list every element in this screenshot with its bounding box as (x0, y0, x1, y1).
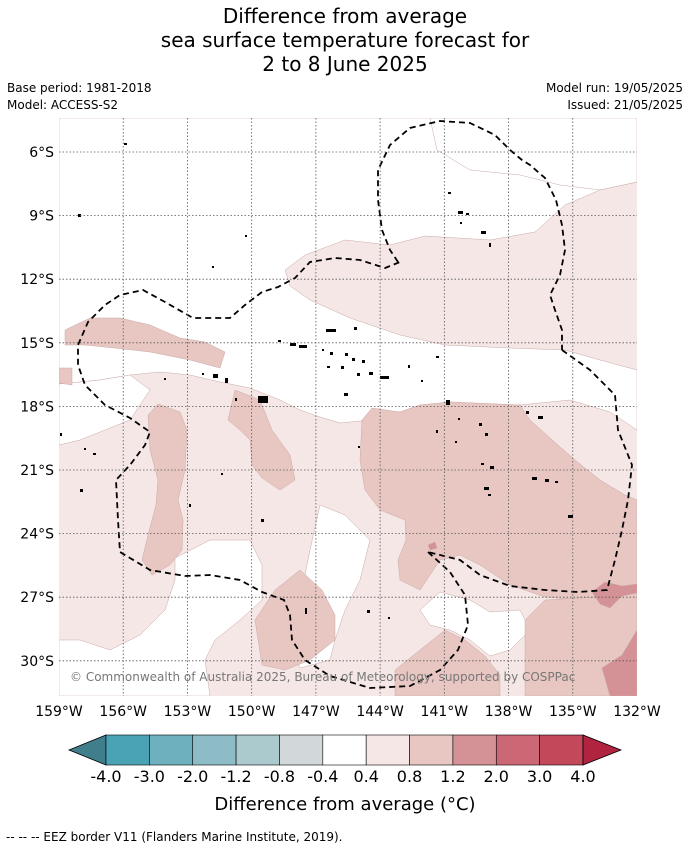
colorbar-tick-label: 2.0 (483, 767, 509, 786)
eez-legend-note: -- -- -- EEZ border V11 (Flanders Marine… (6, 830, 343, 844)
colorbar-tick-label: -1.2 (220, 767, 252, 786)
lat-label: 18°S (20, 399, 54, 415)
lat-label: 24°S (20, 527, 54, 543)
anomaly-neutral-zone-southwest (59, 539, 263, 696)
lon-label: 135°W (549, 704, 597, 720)
colorbar-segment (105, 734, 150, 766)
colorbar-tick-label: -0.8 (263, 767, 296, 786)
lon-label: 141°W (421, 704, 469, 720)
colorbar-extension-high (582, 734, 623, 766)
eez-borders (77, 120, 633, 689)
eez-border-marquesas (377, 120, 566, 350)
anomaly-neutral-zone-south (419, 591, 531, 657)
colorbar-tick-label: 3.0 (526, 767, 553, 786)
title-line-3: 2 to 8 June 2025 (262, 52, 428, 76)
base-period: Base period: 1981-2018 (7, 81, 152, 95)
anomaly-strong-warm-spot-corner (601, 629, 637, 696)
lat-label: 15°S (20, 336, 54, 352)
colorbar-segment (192, 734, 237, 766)
copyright-notice: © Commonwealth of Australia 2025, Bureau… (70, 670, 575, 684)
colorbar-tick-label: -3.0 (133, 767, 165, 786)
islands (60, 143, 573, 619)
colorbar-segment (409, 734, 454, 766)
anomaly-warm-zone-northwest (64, 317, 226, 369)
colorbar-tick-label: -0.4 (307, 767, 339, 786)
colorbar-segment (279, 734, 324, 766)
anomaly-warm-zone-western-ridge (141, 403, 188, 576)
anomaly-strong-warm-spot-small (427, 541, 438, 551)
lon-label: 156°W (99, 704, 147, 720)
colorbar-tick-label: 1.2 (440, 767, 466, 786)
colorbar-tick-label: 4.0 (570, 767, 596, 786)
lon-label: 153°W (164, 704, 212, 720)
anomaly-neutral-zone-north-inner (429, 118, 637, 191)
anomaly-warm-zone-central-ridge (227, 389, 296, 491)
latitude-labels: 6°S 9°S 12°S 15°S 18°S 21°S 24°S 27°S 30°S (20, 145, 54, 670)
colorbar-segment (495, 734, 540, 766)
colorbar-tick-label: -4.0 (90, 767, 122, 786)
eez-border-south (77, 257, 469, 689)
anomaly-warm-zone-south-central (254, 569, 336, 671)
colorbar-title: Difference from average (°C) (214, 794, 476, 815)
longitude-labels: 159°W 156°W 153°W 150°W 147°W 144°W 141°W 138°W… (35, 704, 661, 720)
lat-label: 21°S (20, 463, 54, 479)
eez-border-french-polynesia (427, 349, 633, 593)
lon-label: 159°W (35, 704, 83, 720)
lon-label: 147°W (292, 704, 340, 720)
map-body: © Commonwealth of Australia 2025, Bureau… (59, 118, 637, 696)
colorbar-segment (452, 734, 497, 766)
model-name: Model: ACCESS-S2 (7, 98, 119, 112)
colorbar-segment (539, 734, 584, 766)
anomaly-neutral-zone-west (59, 374, 151, 446)
lat-label: 9°S (29, 209, 54, 225)
colorbar-segment (322, 734, 367, 766)
lat-label: 12°S (20, 272, 54, 288)
colorbar-segment (365, 734, 410, 766)
colorbar-segment (235, 734, 280, 766)
lat-label: 27°S (20, 590, 54, 606)
lat-label: 6°S (29, 145, 54, 161)
title-line-2: sea surface temperature forecast for (160, 28, 530, 52)
colorbar-tick-label: 0.8 (396, 767, 423, 786)
colorbar-segment (149, 734, 194, 766)
model-run: Model run: 19/05/2025 (545, 81, 683, 95)
lon-label: 138°W (485, 704, 533, 720)
colorbar-tick-label: -2.0 (177, 767, 209, 786)
anomaly-warm-zone-west-edge (59, 367, 73, 386)
lon-label: 144°W (356, 704, 404, 720)
anomaly-strong-warm-spot-southeast (591, 581, 637, 609)
lon-label: 132°W (613, 704, 661, 720)
colorbar (67, 734, 623, 766)
lat-label: 30°S (20, 654, 54, 670)
colorbar-extension-low (67, 734, 107, 766)
title-line-1: Difference from average (222, 4, 468, 28)
lon-label: 150°W (228, 704, 276, 720)
issued-date: Issued: 21/05/2025 (567, 98, 683, 112)
colorbar-tick-label: 0.4 (353, 767, 379, 786)
